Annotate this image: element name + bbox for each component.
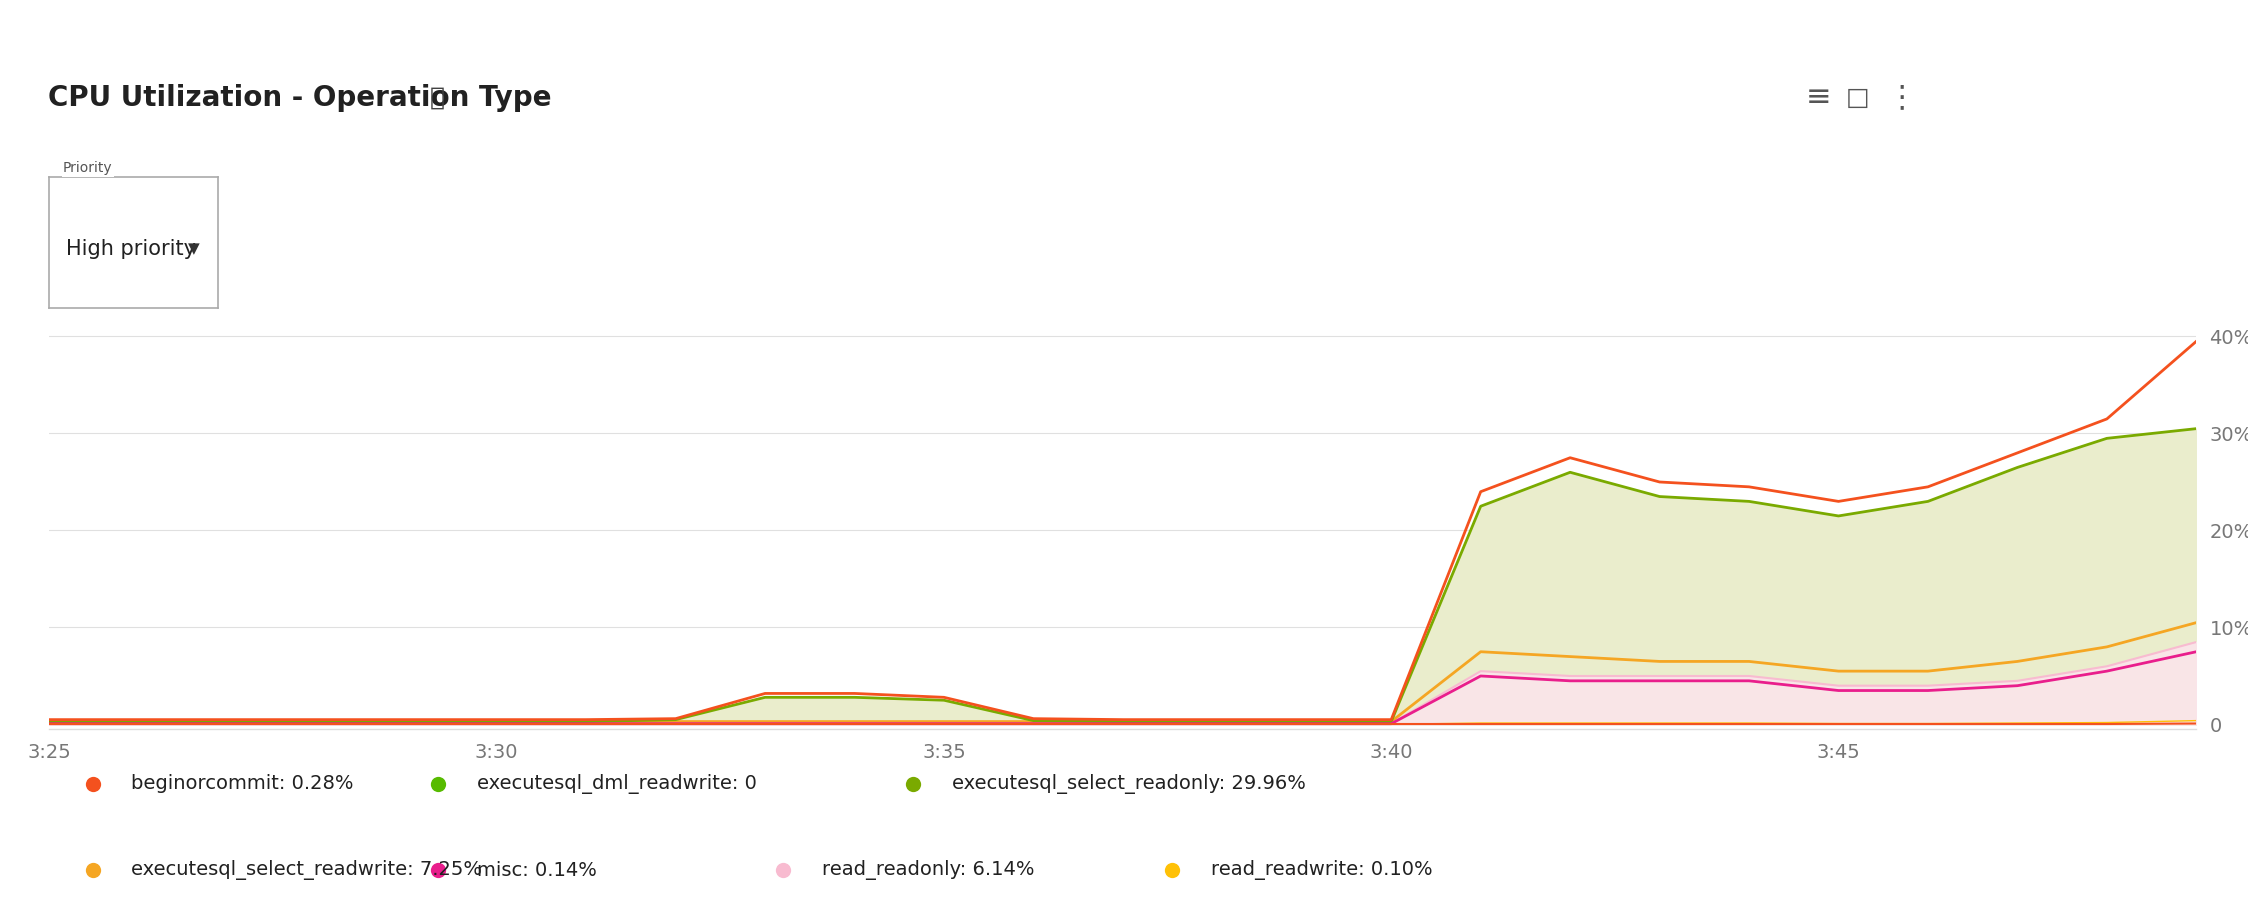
Text: ⋮: ⋮ (1886, 83, 1918, 112)
Text: □: □ (1846, 86, 1870, 110)
Text: executesql_select_readwrite: 7.25%: executesql_select_readwrite: 7.25% (130, 860, 483, 880)
Text: High priority: High priority (67, 239, 196, 259)
Text: executesql_select_readonly: 29.96%: executesql_select_readonly: 29.96% (951, 774, 1306, 794)
Text: beginorcommit: 0.28%: beginorcommit: 0.28% (130, 775, 353, 793)
Text: misc: 0.14%: misc: 0.14% (477, 861, 596, 880)
Text: CPU Utilization - Operation Type: CPU Utilization - Operation Type (47, 84, 551, 111)
Text: ▼: ▼ (187, 241, 200, 256)
Text: Priority: Priority (63, 161, 112, 176)
Text: read_readonly: 6.14%: read_readonly: 6.14% (823, 860, 1034, 880)
Text: ≡: ≡ (1805, 83, 1832, 112)
Text: executesql_dml_readwrite: 0: executesql_dml_readwrite: 0 (477, 774, 758, 794)
Text: read_readwrite: 0.10%: read_readwrite: 0.10% (1209, 860, 1432, 880)
Text: ❓: ❓ (429, 86, 445, 110)
